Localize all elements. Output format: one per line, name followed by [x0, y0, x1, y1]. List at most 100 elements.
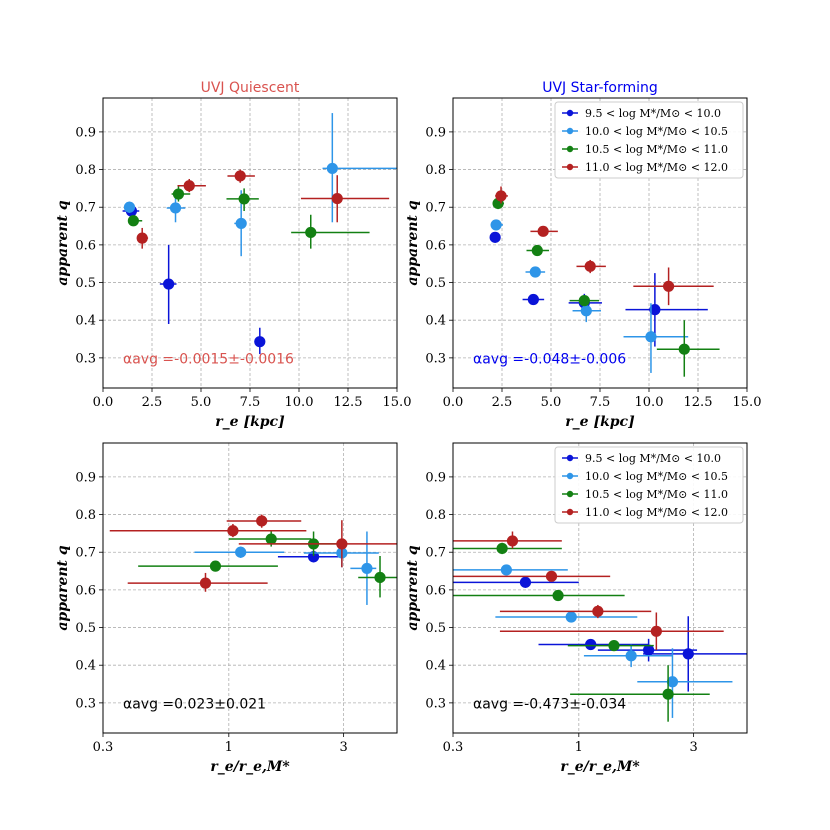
data-point	[374, 571, 386, 584]
alpha-annotation: αavg =-0.0015±-0.0016	[123, 352, 294, 368]
panel-title: UVJ Quiescent	[201, 80, 300, 96]
x-axis-label: r_e [kpc]	[565, 414, 635, 430]
series-2	[453, 564, 733, 718]
data-point	[580, 305, 592, 317]
x-axis-label: r_e/r_e,M*	[210, 759, 290, 775]
y-tick-label: 0.8	[425, 508, 446, 523]
y-tick-label: 0.3	[425, 696, 446, 711]
data-point	[265, 533, 277, 545]
series-3	[492, 197, 720, 377]
y-tick-label: 0.5	[75, 276, 96, 291]
legend-entry: 10.5 < log M*/M⊙ < 11.0	[562, 143, 728, 156]
y-tick-label: 0.9	[75, 125, 96, 140]
data-point	[625, 650, 637, 662]
data-point	[565, 611, 577, 623]
data-point	[666, 676, 679, 688]
legend-marker	[566, 472, 574, 480]
y-tick-label: 0.5	[425, 621, 446, 636]
data-point	[662, 688, 674, 700]
x-tick-label: 12.5	[334, 395, 363, 410]
series-2	[123, 113, 397, 257]
y-tick-label: 0.4	[425, 314, 446, 329]
legend-box	[554, 446, 744, 524]
y-tick-label: 0.7	[75, 546, 96, 561]
x-tick-label: 2.5	[142, 395, 163, 410]
data-point	[254, 336, 266, 348]
panel-title: UVJ Star-forming	[542, 80, 658, 96]
x-tick-label: 3	[339, 740, 347, 755]
data-point	[209, 560, 222, 572]
y-tick-label: 0.8	[75, 163, 96, 178]
data-point	[227, 525, 239, 537]
legend-label: 10.5 < log M*/M⊙ < 11.0	[585, 143, 728, 156]
data-point	[172, 188, 185, 200]
y-tick-label: 0.3	[425, 351, 446, 366]
data-point	[585, 638, 597, 651]
legend-marker	[566, 454, 574, 462]
axes-frame	[452, 97, 748, 389]
data-point	[578, 295, 590, 307]
legend-entry: 11.0 < log M*/M⊙ < 12.0	[562, 506, 728, 519]
data-point	[552, 589, 564, 602]
x-tick-label: 0.3	[93, 740, 114, 755]
series-3	[127, 186, 370, 249]
data-point	[235, 546, 247, 558]
data-point	[183, 180, 195, 192]
data-point	[506, 535, 519, 547]
data-point	[643, 644, 655, 656]
data-point	[650, 625, 662, 637]
axes-frame	[102, 97, 398, 389]
y-tick-label: 0.5	[75, 621, 96, 636]
data-point	[495, 190, 507, 202]
legend: 9.5 < log M*/M⊙ < 10.0 10.0 < log M*/M⊙ <…	[554, 101, 744, 179]
panel-bottom-right: 0.3 1 3 0.3 0.4 0.5 0.6 0.7 0.8 0.9 r_e/r_e,M* appa…	[405, 442, 748, 775]
legend-label: 10.0 < log M*/M⊙ < 10.5	[585, 470, 728, 483]
series-1	[489, 231, 708, 347]
y-tick-label: 0.6	[425, 238, 446, 253]
x-tick-label: 7.5	[590, 395, 611, 410]
x-axis-label: r_e/r_e,M*	[560, 759, 640, 775]
data-point	[682, 648, 694, 660]
legend-label: 9.5 < log M*/M⊙ < 10.0	[585, 107, 721, 120]
y-tick-label: 0.9	[425, 470, 446, 485]
series-3	[138, 531, 397, 598]
data-point	[490, 219, 502, 231]
y-tick-label: 0.6	[425, 583, 446, 598]
y-axis-label: apparent q	[55, 545, 71, 631]
legend-box	[554, 101, 744, 179]
y-tick-label: 0.8	[425, 163, 446, 178]
y-tick-label: 0.9	[425, 125, 446, 140]
data-point	[537, 225, 549, 237]
panel-bottom-left: 0.3 1 3 0.3 0.4 0.5 0.6 0.7 0.8 0.9 r_e/r_e,M* appa…	[55, 442, 398, 775]
data-point	[127, 215, 139, 227]
series-4	[136, 169, 390, 249]
data-point	[305, 226, 317, 239]
legend-marker	[566, 127, 574, 135]
x-tick-label: 10.0	[635, 395, 664, 410]
series-2	[194, 531, 379, 605]
legend-entry: 9.5 < log M*/M⊙ < 10.0	[562, 107, 721, 120]
data-point	[663, 280, 675, 292]
legend-label: 10.5 < log M*/M⊙ < 11.0	[585, 488, 728, 501]
data-point	[361, 562, 373, 575]
legend-entry: 11.0 < log M*/M⊙ < 12.0	[562, 161, 728, 174]
x-tick-label: 5.0	[191, 395, 212, 410]
series-2	[490, 219, 689, 373]
data-point	[123, 201, 136, 213]
series-4	[495, 186, 714, 306]
data-point	[307, 551, 320, 563]
series-3	[453, 542, 710, 722]
data-point	[519, 576, 532, 588]
x-tick-label: 7.5	[240, 395, 261, 410]
x-tick-label: 1	[225, 740, 233, 755]
data-point	[531, 244, 543, 257]
y-tick-label: 0.8	[75, 508, 96, 523]
panel-top-left: 0.0 2.5 5.0 7.5 10.0 12.5 15.0 0.3 0.4 0.5 0.6 0.7 0…	[55, 80, 411, 430]
y-tick-label: 0.5	[425, 276, 446, 291]
series-1	[453, 576, 747, 692]
legend: 9.5 < log M*/M⊙ < 10.0 10.0 < log M*/M⊙ <…	[554, 446, 744, 524]
data-point	[496, 542, 508, 555]
data-point	[235, 217, 247, 230]
alpha-annotation: αavg =-0.048±-0.006	[473, 352, 626, 368]
data-point	[238, 193, 250, 205]
